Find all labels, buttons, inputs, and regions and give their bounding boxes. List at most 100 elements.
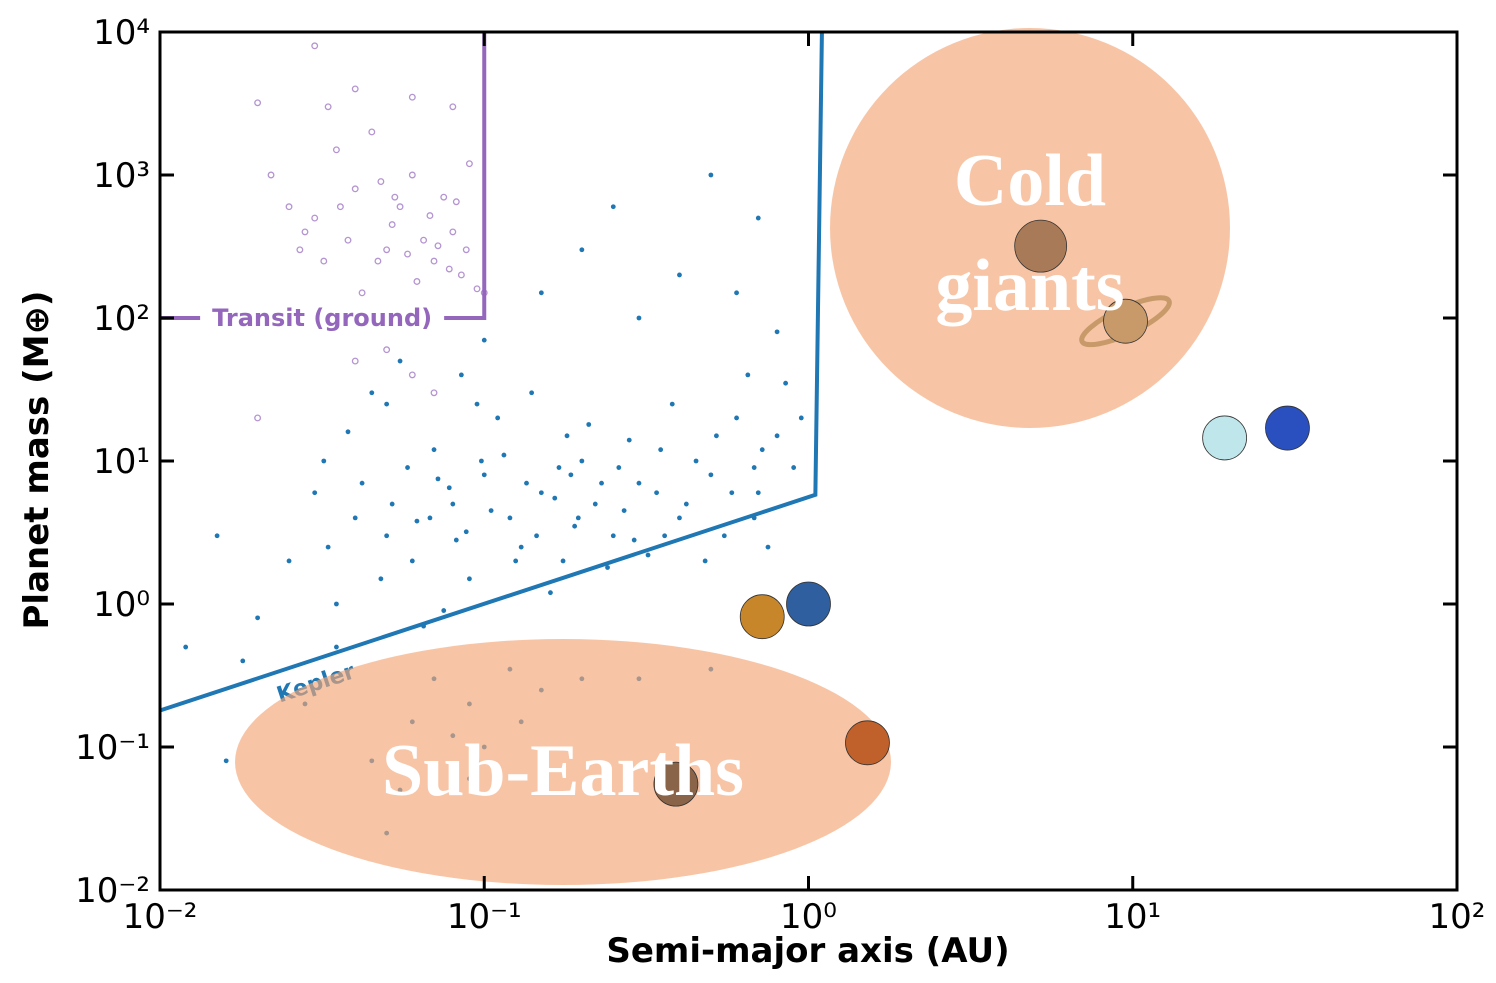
data-point (215, 533, 220, 538)
data-point (428, 516, 433, 521)
data-point (334, 645, 339, 650)
data-point (508, 516, 513, 521)
data-point (312, 490, 317, 495)
data-point (632, 538, 637, 543)
data-point (734, 290, 739, 295)
y-axis-label: Planet mass (M⊕) (17, 291, 57, 630)
data-point (482, 338, 487, 343)
data-point (611, 533, 616, 538)
data-point (529, 390, 534, 395)
planet (1203, 416, 1247, 460)
data-point (287, 559, 292, 564)
data-point (297, 247, 303, 253)
data-point (378, 576, 383, 581)
data-point (576, 516, 581, 521)
data-point (703, 559, 708, 564)
data-point (586, 422, 591, 427)
data-point (384, 347, 390, 353)
data-point (479, 459, 484, 464)
data-point (775, 329, 780, 334)
data-point (286, 204, 292, 210)
data-point (502, 453, 507, 458)
data-point (534, 533, 539, 538)
data-point (450, 104, 456, 110)
data-point (321, 258, 327, 264)
region-label: Cold (954, 140, 1106, 222)
y-tick-label: 10⁻² (75, 871, 150, 911)
data-point (729, 490, 734, 495)
y-tick-label: 10⁻¹ (75, 728, 150, 768)
data-point (240, 659, 245, 664)
data-point (312, 215, 318, 221)
data-point (482, 472, 487, 477)
x-tick-label: 10⁻¹ (447, 897, 522, 937)
data-point (255, 100, 261, 106)
data-point (410, 559, 415, 564)
data-point (378, 179, 384, 185)
data-point (432, 447, 437, 452)
data-point (360, 481, 365, 486)
data-point (752, 465, 757, 470)
data-point (302, 229, 308, 235)
data-point (312, 43, 318, 49)
data-point (775, 433, 780, 438)
data-point (572, 524, 577, 529)
data-point (459, 272, 465, 278)
data-point (467, 161, 473, 167)
data-point (495, 416, 500, 421)
data-point (410, 172, 416, 178)
data-point (611, 204, 616, 209)
data-point (454, 199, 460, 205)
data-point (352, 358, 358, 364)
data-point (414, 279, 420, 285)
data-point (616, 465, 621, 470)
region-label: giants (935, 245, 1124, 327)
data-point (405, 251, 411, 257)
data-point (255, 615, 260, 620)
data-point (421, 237, 427, 243)
data-point (799, 416, 804, 421)
data-point (677, 273, 682, 278)
data-point (722, 533, 727, 538)
data-point (321, 459, 326, 464)
data-point (338, 204, 344, 210)
data-point (734, 416, 739, 421)
data-point (435, 243, 441, 249)
data-point (708, 173, 713, 178)
data-point (398, 359, 403, 364)
data-point (766, 545, 771, 550)
data-point (352, 186, 358, 192)
data-point (756, 490, 761, 495)
data-point (352, 86, 358, 92)
data-point (345, 237, 351, 243)
data-point (450, 502, 455, 507)
region-label: Sub-Earths (382, 730, 744, 812)
boundary-label: Transit (ground) (212, 304, 432, 332)
data-point (565, 433, 570, 438)
data-point (658, 447, 663, 452)
x-tick-label: 10¹ (1104, 897, 1161, 937)
data-point (760, 447, 765, 452)
data-point (255, 415, 261, 421)
data-point (519, 545, 524, 550)
y-tick-label: 10⁰ (93, 585, 150, 625)
data-point (369, 129, 375, 135)
y-tick-label: 10¹ (93, 442, 150, 482)
data-point (579, 247, 584, 252)
data-point (446, 266, 452, 272)
data-point (405, 465, 410, 470)
data-point (622, 508, 627, 513)
data-point (369, 390, 374, 395)
planet (1265, 406, 1309, 450)
data-point (599, 481, 604, 486)
data-point (670, 402, 675, 407)
y-tick-label: 10² (93, 299, 150, 339)
data-point (756, 216, 761, 221)
data-point (548, 590, 553, 595)
data-point (694, 459, 699, 464)
data-point (561, 559, 566, 564)
data-point (637, 481, 642, 486)
data-point (654, 490, 659, 495)
data-point (359, 290, 365, 296)
data-point (568, 472, 573, 477)
